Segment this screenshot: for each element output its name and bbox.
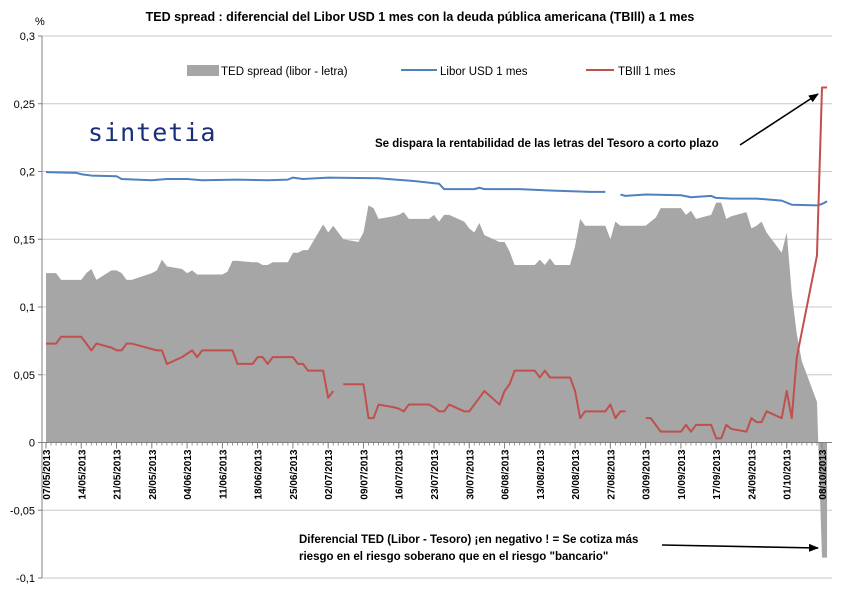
legend-label-ted-spread: TED spread (libor - letra) <box>221 66 348 78</box>
annotation-arrow-tbill <box>739 93 819 146</box>
x-tick-label-22: 08/10/2013 <box>818 449 829 499</box>
y-tick-label-8: -0,1 <box>16 573 35 585</box>
y-tick-label-2: 0,2 <box>20 167 35 179</box>
x-tick-label-9: 09/07/2013 <box>359 449 370 499</box>
x-tick-label-12: 30/07/2013 <box>465 449 476 499</box>
annotation-negative-spread-line2: riesgo en el riesgo soberano que en el r… <box>299 551 608 563</box>
x-tick-label-6: 18/06/2013 <box>254 449 265 499</box>
legend-label-libor: Libor USD 1 mes <box>440 66 528 78</box>
x-tick-label-4: 04/06/2013 <box>183 449 194 499</box>
series-area-ted-spread <box>46 202 828 558</box>
x-tick-label-13: 06/08/2013 <box>501 449 512 499</box>
x-tick-label-3: 28/05/2013 <box>148 449 159 499</box>
x-tick-label-16: 27/08/2013 <box>606 449 617 499</box>
axes <box>38 35 832 579</box>
y-tick-label-5: 0,05 <box>14 370 35 382</box>
y-tick-label-4: 0,1 <box>20 302 35 314</box>
y-tick-labels: 0,3 0,25 0,2 0,15 0,1 0,05 0 -0,05 -0,1 <box>10 31 35 585</box>
series-line-tbill <box>46 86 828 440</box>
x-tick-label-20: 24/09/2013 <box>747 449 758 499</box>
series-lines <box>45 86 828 440</box>
x-tick-label-8: 02/07/2013 <box>324 449 335 499</box>
series-line-libor <box>45 171 828 207</box>
x-tick-label-1: 14/05/2013 <box>77 449 88 499</box>
annotation-arrow-negative-spread <box>661 543 819 552</box>
x-tick-label-18: 10/09/2013 <box>677 449 688 499</box>
annotation-tbill-spike: Se dispara la rentabilidad de las letras… <box>375 138 719 150</box>
legend-label-tbill: TBIll 1 mes <box>618 66 676 78</box>
chart-title: TED spread : diferencial del Libor USD 1… <box>146 10 695 24</box>
x-tick-label-21: 01/10/2013 <box>783 449 794 499</box>
sintetia-logo: sintetia <box>88 118 216 147</box>
x-tick-label-2: 21/05/2013 <box>113 449 124 499</box>
legend: TED spread (libor - letra) Libor USD 1 m… <box>187 65 676 78</box>
y-tick-label-0: 0,3 <box>20 31 35 43</box>
y-tick-label-3: 0,15 <box>14 234 35 246</box>
y-tick-label-7: -0,05 <box>10 505 35 517</box>
x-tick-label-7: 25/06/2013 <box>289 449 300 499</box>
ted-spread-area <box>46 202 828 558</box>
x-tick-label-11: 23/07/2013 <box>430 449 441 499</box>
x-tick-label-14: 13/08/2013 <box>536 449 547 499</box>
x-tick-label-0: 07/05/2013 <box>42 449 53 499</box>
y-tick-label-1: 0,25 <box>14 99 35 111</box>
annotation-negative-spread-line1: Diferencial TED (Libor - Tesoro) ¡en neg… <box>299 534 638 546</box>
x-tick-label-17: 03/09/2013 <box>642 449 653 499</box>
legend-swatch-ted-spread <box>187 65 219 76</box>
x-tick-label-5: 11/06/2013 <box>218 449 229 499</box>
x-tick-label-19: 17/09/2013 <box>712 449 723 499</box>
x-tick-label-10: 16/07/2013 <box>395 449 406 499</box>
y-axis-unit-label: % <box>35 16 45 28</box>
x-tick-label-15: 20/08/2013 <box>571 449 582 499</box>
y-tick-label-6: 0 <box>29 438 35 450</box>
x-tick-labels: 07/05/2013 14/05/2013 21/05/2013 28/05/2013… <box>42 449 829 499</box>
